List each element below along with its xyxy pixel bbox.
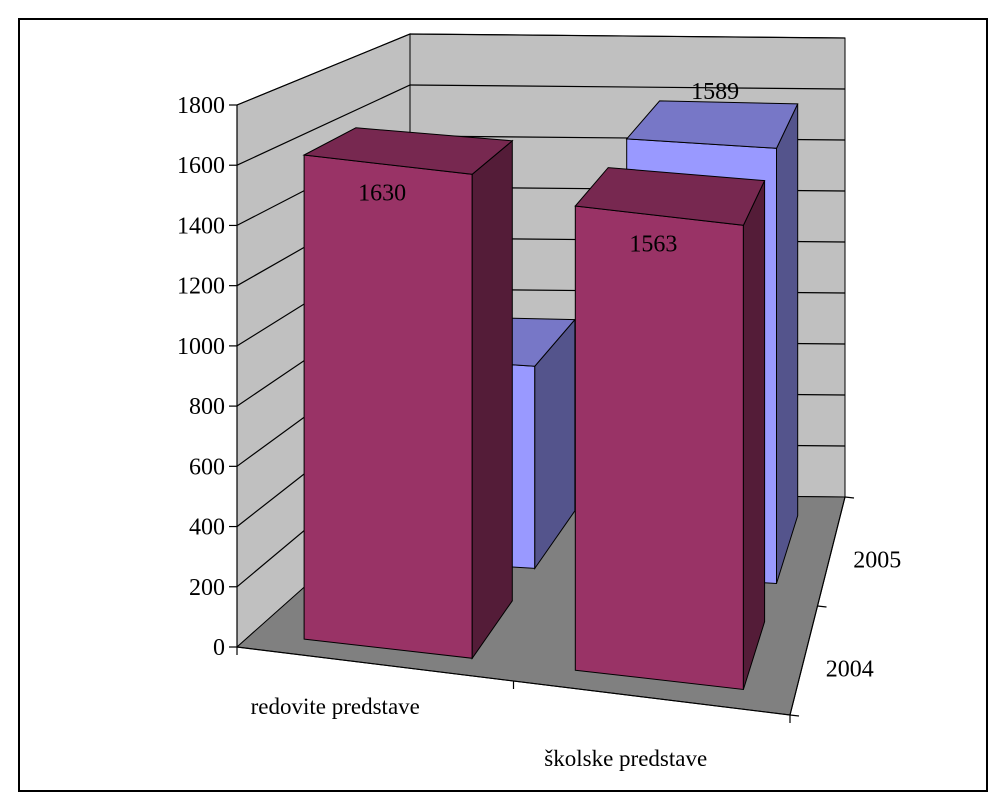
- y-tick-label: 1400: [177, 213, 225, 239]
- y-tick-label: 1000: [177, 334, 225, 360]
- series-label: 2004: [826, 657, 874, 683]
- bar-top-face: [574, 167, 766, 226]
- bars: 738158916301563: [302, 79, 799, 691]
- data-label: 1630: [358, 181, 406, 207]
- bar-front-face: [303, 154, 473, 659]
- y-tick-label: 1600: [177, 153, 225, 179]
- series-label: 2005: [853, 548, 901, 574]
- y-tick-label: 1800: [177, 93, 225, 119]
- bar-2004-0: 1630: [302, 127, 514, 660]
- depth-tick-mark: [817, 605, 827, 608]
- data-label: 1589: [691, 79, 739, 105]
- bar-side-face: [471, 139, 513, 660]
- gridline: [236, 33, 846, 106]
- category-label: školske predstave: [544, 746, 707, 771]
- y-tick-label: 400: [189, 515, 225, 541]
- bar-side-face: [742, 180, 766, 690]
- depth-tick-mark: [789, 714, 800, 717]
- data-label: 1563: [629, 232, 677, 258]
- bar-top-face: [302, 127, 514, 175]
- y-tick-label: 1200: [177, 274, 225, 300]
- y-tick-label: 600: [189, 454, 225, 480]
- bar-2004-1: 1563: [574, 167, 766, 691]
- category-label: redovite predstave: [251, 694, 420, 719]
- y-axis-tick-labels: 0 200 400 600 800 1000 1200 1400 1600 1800: [177, 93, 225, 661]
- y-tick-label: 800: [189, 394, 225, 420]
- bar-top-face: [625, 100, 799, 149]
- y-tick-label: 0: [213, 635, 225, 661]
- depth-tick-mark: [844, 496, 855, 499]
- bar-side-face: [776, 103, 799, 584]
- series-axis-labels: 2004 2005: [826, 548, 902, 683]
- y-tick-label: 200: [189, 575, 225, 601]
- tick-marks: [229, 104, 855, 723]
- bar-front-face: [574, 205, 744, 691]
- gridline: [236, 84, 846, 166]
- category-labels: redovite predstave školske predstave: [251, 694, 708, 771]
